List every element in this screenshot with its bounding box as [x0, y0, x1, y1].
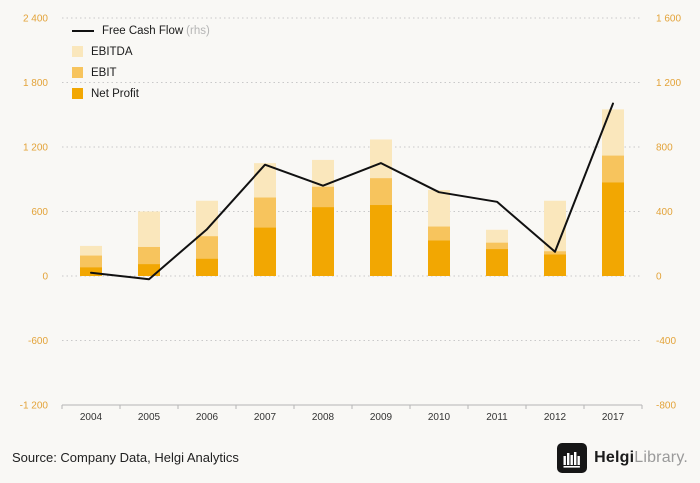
- right-tick-label: 1 200: [656, 78, 681, 89]
- year-label: 2007: [254, 412, 277, 423]
- legend-item-ebit: EBIT: [72, 66, 210, 79]
- year-label: 2011: [486, 412, 508, 423]
- chart-legend: Free Cash Flow (rhs) EBITDA EBIT Net Prof…: [72, 24, 210, 100]
- year-label: 2012: [544, 412, 567, 423]
- left-tick-label: 1 200: [23, 143, 48, 154]
- helgi-library-logo: HelgiLibrary.: [557, 442, 688, 473]
- x-axis-labels: 2004 2005 2006 2007 2008 2009 2010 2011 2012 2017: [80, 412, 625, 423]
- bars: [80, 109, 624, 276]
- legend-label-fcf: Free Cash Flow (rhs): [102, 24, 210, 37]
- legend-label-net-profit: Net Profit: [91, 87, 139, 100]
- left-tick-label: -1 200: [20, 401, 49, 412]
- bar-segment: [370, 205, 392, 276]
- right-tick-label: 400: [656, 207, 673, 218]
- year-label: 2006: [196, 412, 219, 423]
- bar-series-ebitda: [80, 109, 624, 276]
- source-note: Source: Company Data, Helgi Analytics: [12, 450, 239, 465]
- bar-segment: [254, 227, 276, 276]
- net-profit-swatch: [72, 88, 83, 99]
- fcf-line: [90, 102, 614, 281]
- bar-segment: [602, 182, 624, 276]
- bar-segment: [80, 267, 102, 276]
- year-label: 2010: [428, 412, 451, 423]
- year-label: 2008: [312, 412, 335, 423]
- right-tick-label: -800: [656, 401, 676, 412]
- legend-label-ebit: EBIT: [91, 66, 117, 79]
- left-tick-label: 600: [31, 207, 48, 218]
- ebit-swatch: [72, 67, 83, 78]
- bar-segment: [312, 207, 334, 276]
- bar-segment: [196, 258, 218, 276]
- bar-line-chart: 2 400 1 800 1 200 600 0 -600 -1 200 1 600 1 200 8…: [20, 14, 682, 424]
- bar-segment: [138, 264, 160, 276]
- left-axis-labels: 2 400 1 800 1 200 600 0 -600 -1 200: [20, 14, 49, 412]
- year-label: 2004: [80, 412, 103, 423]
- bar-series-net-profit: [80, 182, 624, 276]
- legend-label-ebitda: EBITDA: [91, 45, 133, 58]
- right-tick-label: 800: [656, 143, 673, 154]
- legend-item-free-cash-flow: Free Cash Flow (rhs): [72, 24, 210, 37]
- right-axis-labels: 1 600 1 200 800 400 0 -400 -800: [656, 14, 681, 412]
- right-tick-label: 0: [656, 272, 662, 283]
- year-label: 2005: [138, 412, 161, 423]
- left-tick-label: 2 400: [23, 14, 48, 25]
- footer: Source: Company Data, Helgi Analytics He…: [0, 432, 700, 483]
- left-tick-label: 1 800: [23, 78, 48, 89]
- legend-item-ebitda: EBITDA: [72, 45, 210, 58]
- rhs-suffix: (rhs): [186, 24, 210, 37]
- right-tick-label: 1 600: [656, 14, 681, 25]
- x-axis: [61, 404, 643, 409]
- fcf-line-swatch: [72, 29, 94, 32]
- year-label: 2009: [370, 412, 393, 423]
- right-tick-label: -400: [656, 336, 676, 347]
- bar-segment: [428, 240, 450, 276]
- helgi-logo-icon: [557, 442, 588, 473]
- chart-area: 2 400 1 800 1 200 600 0 -600 -1 200 1 600 1 200 8…: [20, 14, 682, 424]
- brand-wordmark: HelgiLibrary.: [594, 448, 688, 466]
- bar-segment: [486, 249, 508, 276]
- left-tick-label: 0: [42, 272, 48, 283]
- left-tick-label: -600: [28, 336, 48, 347]
- bar-segment: [544, 254, 566, 276]
- ebitda-swatch: [72, 46, 83, 57]
- year-label: 2017: [602, 412, 625, 423]
- legend-item-net-profit: Net Profit: [72, 87, 210, 100]
